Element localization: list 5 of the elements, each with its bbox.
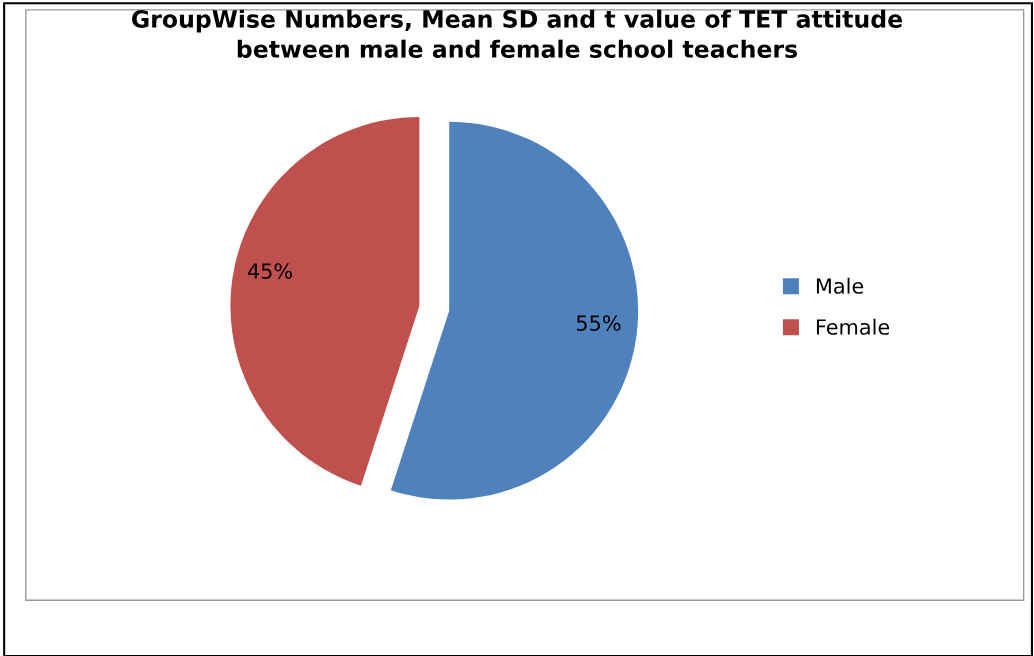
data-label: 45% (247, 263, 293, 279)
legend-label: Female (816, 318, 890, 335)
legend-label: Male (816, 277, 864, 294)
chart-title: GroupWise Numbers, Mean SD and t value of TET attitude between male and female school teachers (132, 9, 903, 58)
data-label: 55% (576, 315, 621, 331)
